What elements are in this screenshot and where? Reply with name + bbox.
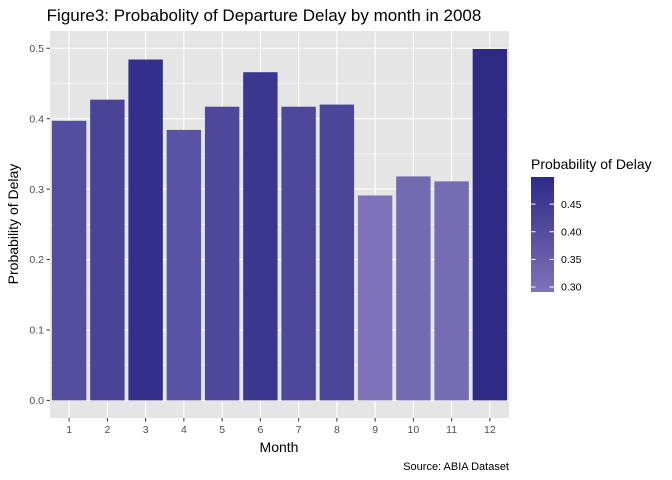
y-axis: 0.0 0.1 0.2 0.3 0.4 0.5 xyxy=(29,43,50,407)
x-axis: 1 2 3 4 5 6 7 8 9 10 11 12 xyxy=(66,418,496,436)
x-tick-label: 7 xyxy=(296,424,302,436)
x-tick-label: 8 xyxy=(334,424,340,436)
bar xyxy=(204,106,240,401)
x-tick-label: 12 xyxy=(484,424,496,436)
chart-caption: Source: ABIA Dataset xyxy=(403,461,509,473)
bar xyxy=(166,129,202,401)
x-tick-label: 2 xyxy=(104,424,110,436)
bar xyxy=(243,72,278,401)
legend: Probability of Delay 0.45 0.40 0.35 0.30 xyxy=(531,156,652,294)
y-tick-label: 0.3 xyxy=(29,184,44,196)
legend-title: Probability of Delay xyxy=(531,156,652,172)
x-tick-label: 6 xyxy=(257,424,263,436)
bar xyxy=(357,195,393,401)
x-tick-label: 1 xyxy=(66,424,72,436)
chart-title: Figure3: Probabolity of Departure Delay … xyxy=(47,6,482,25)
legend-colorbar xyxy=(531,177,554,292)
legend-tick-label: 0.30 xyxy=(561,282,582,294)
bar xyxy=(281,106,316,401)
x-tick-label: 4 xyxy=(181,424,187,436)
legend-tick-label: 0.35 xyxy=(561,254,582,266)
bar xyxy=(319,104,355,401)
bar xyxy=(434,181,469,401)
x-tick-label: 10 xyxy=(408,424,420,436)
y-tick-label: 0.2 xyxy=(29,254,44,266)
y-tick-label: 0.5 xyxy=(29,43,44,55)
bar xyxy=(90,99,125,401)
x-tick-label: 9 xyxy=(372,424,378,436)
bar xyxy=(128,59,163,401)
bar xyxy=(472,48,508,401)
x-axis-title: Month xyxy=(260,439,299,455)
y-tick-label: 0.0 xyxy=(29,395,44,407)
legend-ticks: 0.45 0.40 0.35 0.30 xyxy=(531,199,582,294)
y-axis-title: Probability of Delay xyxy=(5,164,21,285)
y-tick-label: 0.1 xyxy=(29,325,44,337)
bars xyxy=(51,48,508,401)
legend-tick-label: 0.40 xyxy=(561,226,582,238)
x-tick-label: 11 xyxy=(446,424,457,436)
y-tick-label: 0.4 xyxy=(29,113,44,125)
legend-tick-label: 0.45 xyxy=(561,199,582,211)
x-tick-label: 5 xyxy=(219,424,225,436)
bar xyxy=(396,176,431,401)
x-tick-label: 3 xyxy=(143,424,149,436)
bar xyxy=(51,120,87,401)
